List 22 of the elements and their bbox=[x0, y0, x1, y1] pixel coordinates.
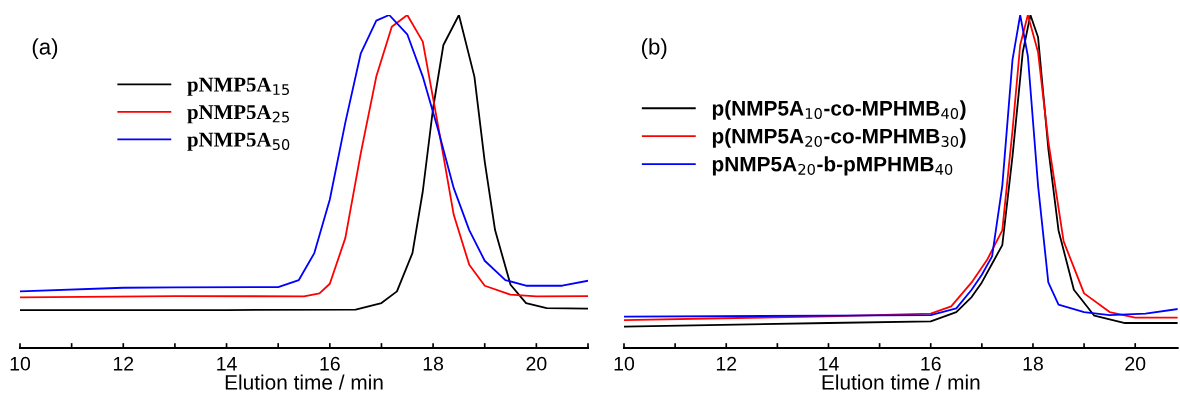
legend-label: pNMP5A$_{15}$ bbox=[187, 77, 289, 96]
x-axis-title: Elution time / min bbox=[225, 374, 383, 390]
x-tick-label: 16 bbox=[320, 356, 340, 371]
x-tick-label: 12 bbox=[113, 356, 134, 371]
x-tick-label: 18 bbox=[423, 356, 444, 371]
x-tick-label: 14 bbox=[819, 357, 839, 371]
x-tick-label: 16 bbox=[921, 356, 941, 371]
legend-label: p(NMP5A$_{10}$-co-MPHMB$_{40}$) bbox=[712, 100, 966, 120]
x-tick-label: 10 bbox=[614, 356, 635, 371]
legend-label: p(NMP5A$_{20}$-co-MPHMB$_{30}$) bbox=[712, 128, 966, 148]
x-tick-label: 20 bbox=[526, 356, 547, 371]
x-tick-label: 20 bbox=[1125, 356, 1146, 371]
x-tick-label: 10 bbox=[10, 356, 31, 371]
text: (a) bbox=[32, 38, 58, 60]
x-tick-label: 18 bbox=[1023, 356, 1043, 371]
x-tick-label: 12 bbox=[716, 356, 737, 371]
legend-label: pNMP5A$_{25}$ bbox=[187, 105, 289, 124]
x-tick-label: 14 bbox=[217, 357, 237, 371]
x-axis-title: Elution time / min bbox=[822, 374, 980, 390]
text: (b) bbox=[641, 38, 667, 60]
legend-label: pNMP5A$_{20}$-b-pMPHMB$_{40}$ bbox=[712, 156, 953, 176]
legend-label: pNMP5A$_{50}$ bbox=[187, 132, 290, 151]
